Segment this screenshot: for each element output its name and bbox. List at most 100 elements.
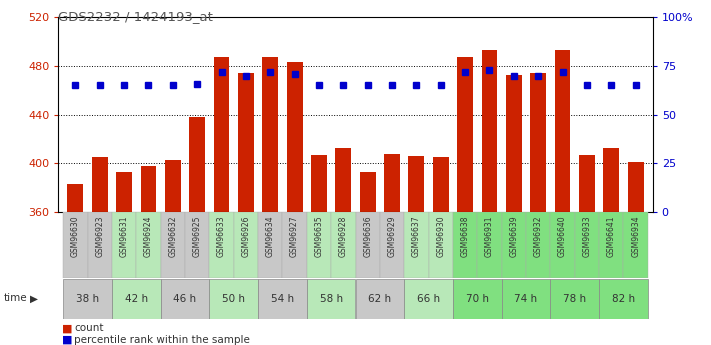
- Text: 66 h: 66 h: [417, 294, 440, 304]
- Text: 82 h: 82 h: [612, 294, 635, 304]
- Bar: [628, 162, 643, 212]
- Bar: [92, 157, 107, 212]
- Text: GSM96925: GSM96925: [193, 215, 202, 257]
- Text: GSM96928: GSM96928: [339, 215, 348, 257]
- Text: GSM96633: GSM96633: [217, 215, 226, 257]
- Text: 62 h: 62 h: [368, 294, 392, 304]
- Bar: [429, 212, 453, 278]
- Bar: [453, 279, 502, 319]
- Bar: [453, 212, 477, 278]
- Text: GSM96632: GSM96632: [169, 215, 177, 257]
- Bar: [258, 212, 282, 278]
- Text: GSM96635: GSM96635: [314, 215, 324, 257]
- Bar: [624, 212, 648, 278]
- Text: 70 h: 70 h: [466, 294, 488, 304]
- Bar: [604, 148, 619, 212]
- Bar: [306, 212, 331, 278]
- Bar: [112, 212, 137, 278]
- Text: GSM96638: GSM96638: [461, 215, 470, 257]
- Bar: [137, 212, 161, 278]
- Text: GSM96934: GSM96934: [631, 215, 640, 257]
- Bar: [599, 279, 648, 319]
- Text: ■: ■: [62, 335, 73, 345]
- Bar: [506, 75, 522, 212]
- Text: 74 h: 74 h: [515, 294, 538, 304]
- Bar: [141, 166, 156, 212]
- Text: 58 h: 58 h: [319, 294, 343, 304]
- Bar: [209, 279, 258, 319]
- Text: percentile rank within the sample: percentile rank within the sample: [74, 335, 250, 345]
- Text: ▶: ▶: [30, 294, 38, 303]
- Text: 38 h: 38 h: [76, 294, 99, 304]
- Text: count: count: [74, 324, 103, 333]
- Bar: [63, 212, 87, 278]
- Bar: [306, 279, 356, 319]
- Bar: [282, 212, 306, 278]
- Bar: [161, 279, 209, 319]
- Bar: [161, 212, 185, 278]
- Text: GSM96631: GSM96631: [119, 215, 129, 257]
- Bar: [384, 154, 400, 212]
- Bar: [189, 117, 205, 212]
- Bar: [579, 155, 595, 212]
- Text: ■: ■: [62, 324, 73, 333]
- Bar: [116, 172, 132, 212]
- Bar: [550, 212, 574, 278]
- Bar: [555, 50, 570, 212]
- Bar: [238, 73, 254, 212]
- Bar: [356, 279, 405, 319]
- Bar: [502, 279, 550, 319]
- Bar: [336, 148, 351, 212]
- Bar: [409, 156, 424, 212]
- Text: GDS2232 / 1424193_at: GDS2232 / 1424193_at: [58, 10, 213, 23]
- Text: GSM96924: GSM96924: [144, 215, 153, 257]
- Bar: [599, 212, 624, 278]
- Bar: [433, 157, 449, 212]
- Text: GSM96926: GSM96926: [241, 215, 250, 257]
- Text: GSM96932: GSM96932: [534, 215, 542, 257]
- Bar: [331, 212, 356, 278]
- Text: GSM96923: GSM96923: [95, 215, 105, 257]
- Bar: [380, 212, 405, 278]
- Text: 50 h: 50 h: [223, 294, 245, 304]
- Text: 42 h: 42 h: [124, 294, 148, 304]
- Bar: [262, 58, 278, 212]
- Text: GSM96927: GSM96927: [290, 215, 299, 257]
- Bar: [405, 212, 429, 278]
- Text: 78 h: 78 h: [563, 294, 587, 304]
- Bar: [502, 212, 526, 278]
- Bar: [311, 155, 327, 212]
- Bar: [185, 212, 209, 278]
- Bar: [112, 279, 161, 319]
- Bar: [287, 62, 302, 212]
- Bar: [213, 58, 230, 212]
- Text: GSM96639: GSM96639: [509, 215, 518, 257]
- Bar: [209, 212, 234, 278]
- Text: GSM96630: GSM96630: [71, 215, 80, 257]
- Text: GSM96933: GSM96933: [582, 215, 592, 257]
- Text: GSM96641: GSM96641: [606, 215, 616, 257]
- Bar: [530, 73, 546, 212]
- Text: time: time: [4, 294, 27, 303]
- Bar: [457, 58, 473, 212]
- Text: 54 h: 54 h: [271, 294, 294, 304]
- Text: 46 h: 46 h: [173, 294, 196, 304]
- Bar: [258, 279, 306, 319]
- Bar: [356, 212, 380, 278]
- Text: GSM96929: GSM96929: [387, 215, 397, 257]
- Text: GSM96634: GSM96634: [266, 215, 274, 257]
- Bar: [477, 212, 502, 278]
- Bar: [63, 279, 112, 319]
- Bar: [234, 212, 258, 278]
- Text: GSM96640: GSM96640: [558, 215, 567, 257]
- Bar: [574, 212, 599, 278]
- Text: GSM96931: GSM96931: [485, 215, 494, 257]
- Bar: [87, 212, 112, 278]
- Text: GSM96930: GSM96930: [437, 215, 445, 257]
- Text: GSM96637: GSM96637: [412, 215, 421, 257]
- Bar: [360, 172, 375, 212]
- Bar: [526, 212, 550, 278]
- Bar: [481, 50, 498, 212]
- Bar: [550, 279, 599, 319]
- Bar: [405, 279, 453, 319]
